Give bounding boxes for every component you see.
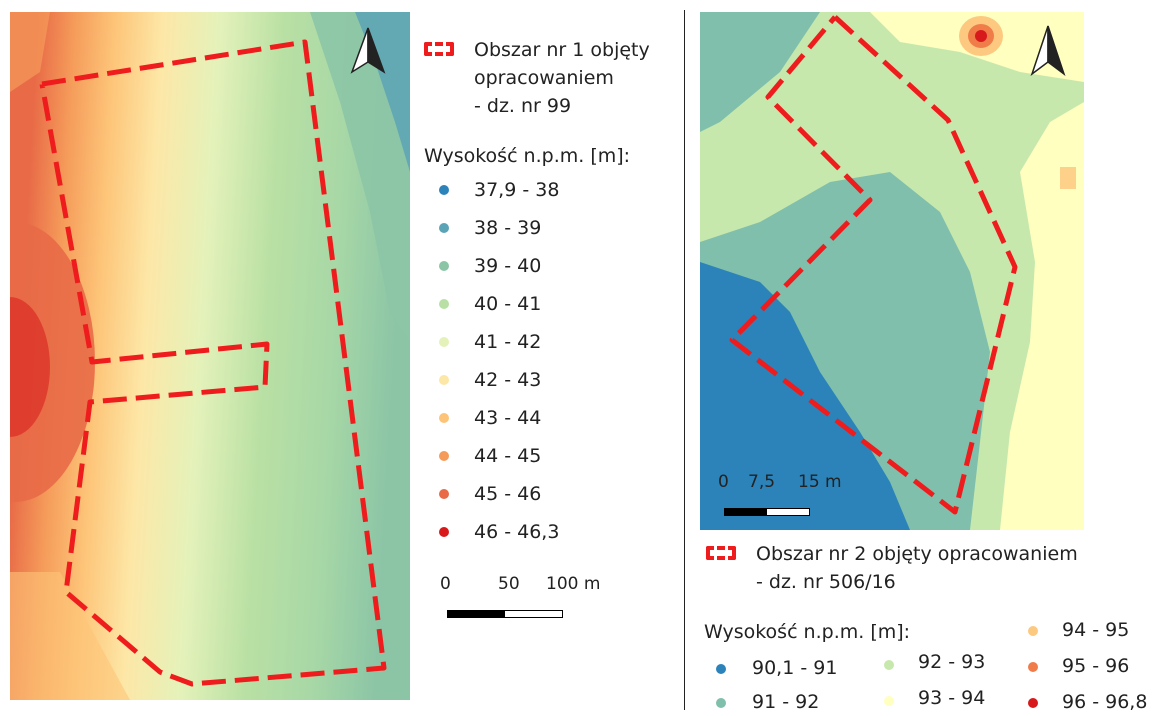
legend-2-swatch-6 xyxy=(1028,698,1038,708)
legend-1-swatch-0 xyxy=(439,185,449,195)
legend-1-title: Wysokość n.p.m. [m]: xyxy=(424,145,631,167)
area-1-label-line1: Obszar nr 1 objęty xyxy=(474,39,650,61)
north-arrow-icon xyxy=(1030,25,1066,76)
map-1-elevation-raster[interactable] xyxy=(10,12,410,700)
legend-2-item-6: 96 - 96,8 xyxy=(1062,691,1148,713)
scale-bar-2 xyxy=(724,508,810,516)
legend-2-item-0: 90,1 - 91 xyxy=(752,657,838,679)
north-arrow-icon xyxy=(350,27,386,74)
legend-2-swatch-4 xyxy=(1028,626,1038,636)
legend-1-item-8: 45 - 46 xyxy=(474,483,542,505)
legend-2-swatch-5 xyxy=(1028,662,1038,672)
area-1-boundary xyxy=(39,39,387,687)
legend-1-item-2: 39 - 40 xyxy=(474,255,542,277)
legend-1-item-0: 37,9 - 38 xyxy=(474,179,560,201)
area-2-label-line2: - dz. nr 506/16 xyxy=(756,571,896,593)
legend-2-swatch-2 xyxy=(884,660,894,670)
area-2-label-line1: Obszar nr 2 objęty opracowaniem xyxy=(756,543,1078,565)
legend-1-swatch-9 xyxy=(439,527,449,537)
legend-2-item-3: 93 - 94 xyxy=(918,687,986,709)
legend-1-swatch-4 xyxy=(439,337,449,347)
legend-1-item-1: 38 - 39 xyxy=(474,217,542,239)
legend-1-swatch-6 xyxy=(439,413,449,423)
area-boundary-symbol xyxy=(706,546,736,560)
scale-2-tick-1: 7,5 xyxy=(748,472,776,492)
legend-1-item-5: 42 - 43 xyxy=(474,369,542,391)
legend-2-swatch-0 xyxy=(716,664,726,674)
legend-2-item-4: 94 - 95 xyxy=(1062,619,1130,641)
legend-2-item-2: 92 - 93 xyxy=(918,651,986,673)
scale-2-tick-2: 15 m xyxy=(798,472,842,492)
legend-1-swatch-8 xyxy=(439,489,449,499)
scale-1-tick-0: 0 xyxy=(440,574,451,594)
area-2-boundary xyxy=(729,15,1018,515)
legend-1-item-7: 44 - 45 xyxy=(474,445,542,467)
legend-2-swatch-1 xyxy=(716,698,726,708)
legend-2-title: Wysokość n.p.m. [m]: xyxy=(704,621,911,643)
area-boundary-symbol xyxy=(424,42,454,56)
panel-divider xyxy=(684,10,685,710)
legend-2-item-1: 91 - 92 xyxy=(752,691,820,713)
scale-bar-1 xyxy=(447,610,563,618)
legend-1-swatch-3 xyxy=(439,299,449,309)
legend-1-swatch-1 xyxy=(439,223,449,233)
legend-1-swatch-2 xyxy=(439,261,449,271)
scale-1-tick-2: 100 m xyxy=(546,574,601,594)
legend-2-swatch-3 xyxy=(884,696,894,706)
area-1-label-line3: - dz. nr 99 xyxy=(474,95,572,117)
legend-1-swatch-7 xyxy=(439,451,449,461)
map-2-elevation-raster[interactable]: 0 7,5 15 m xyxy=(700,12,1084,530)
area-1-label-line2: opracowaniem xyxy=(474,67,614,89)
scale-1-tick-1: 50 xyxy=(498,574,520,594)
legend-2-item-5: 95 - 96 xyxy=(1062,655,1130,677)
scale-2-tick-0: 0 xyxy=(718,472,729,492)
legend-1-item-4: 41 - 42 xyxy=(474,331,542,353)
legend-1-swatch-5 xyxy=(439,375,449,385)
legend-1-item-3: 40 - 41 xyxy=(474,293,542,315)
legend-1-item-6: 43 - 44 xyxy=(474,407,542,429)
legend-1-item-9: 46 - 46,3 xyxy=(474,521,560,543)
